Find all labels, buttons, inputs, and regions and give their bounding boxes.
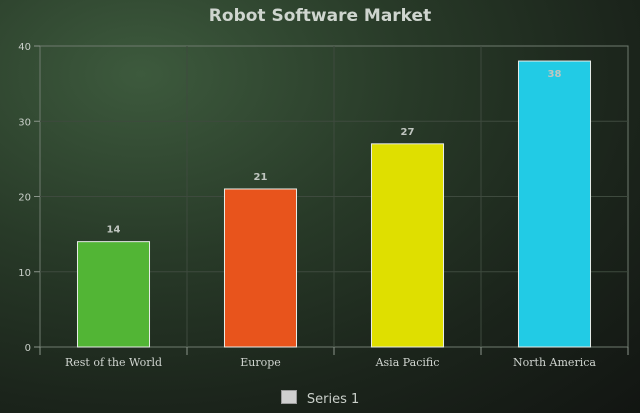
x-tick-label: Rest of the World bbox=[65, 356, 162, 369]
bar-north-america bbox=[517, 60, 592, 348]
y-tick-label: 0 bbox=[25, 343, 31, 354]
bar-rest-of-the-world bbox=[76, 241, 151, 348]
legend-swatch bbox=[280, 390, 297, 404]
x-tick-label: Asia Pacific bbox=[375, 356, 440, 369]
y-tick-label: 40 bbox=[18, 42, 31, 53]
y-tick-label: 20 bbox=[18, 193, 31, 204]
bar-asia-pacific bbox=[370, 143, 445, 348]
data-label: 14 bbox=[107, 225, 121, 236]
data-label: 21 bbox=[254, 172, 268, 183]
y-tick-label: 30 bbox=[18, 117, 31, 128]
x-tick-label: Europe bbox=[240, 356, 281, 369]
bar-europe bbox=[223, 188, 298, 348]
data-label: 27 bbox=[401, 127, 415, 138]
legend-label: Series 1 bbox=[306, 392, 360, 407]
chart-title: Robot Software Market bbox=[208, 6, 432, 26]
data-label: 38 bbox=[548, 69, 562, 80]
x-tick-label: North America bbox=[513, 356, 596, 369]
y-tick-label: 10 bbox=[18, 268, 31, 279]
legend: Series 1 bbox=[0, 390, 640, 407]
